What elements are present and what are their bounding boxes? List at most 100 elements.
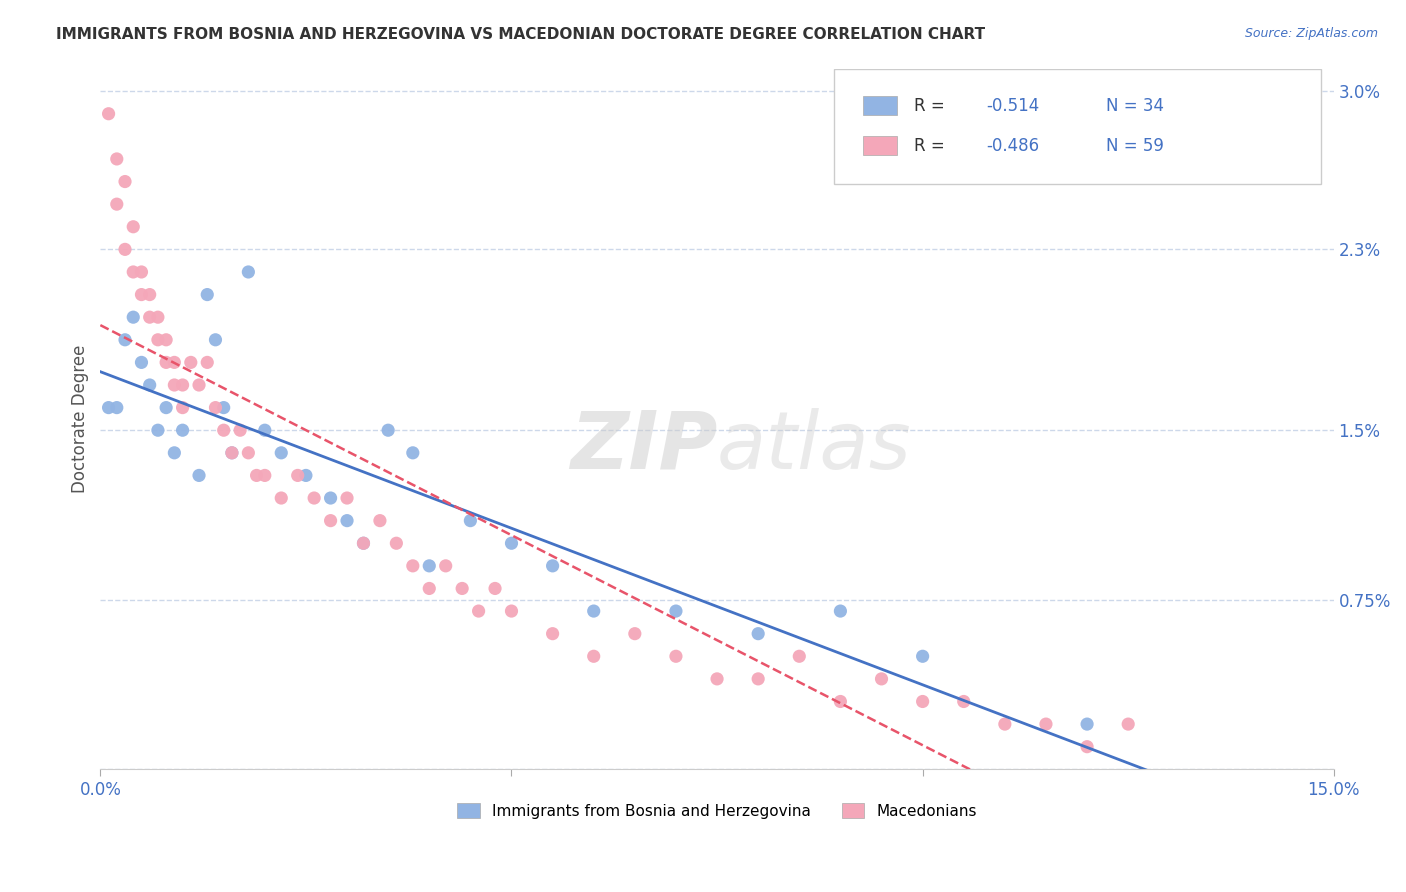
FancyBboxPatch shape xyxy=(863,136,897,155)
Point xyxy=(952,694,974,708)
Point xyxy=(238,265,260,279)
Point xyxy=(204,333,226,347)
Y-axis label: Doctorate Degree: Doctorate Degree xyxy=(72,344,89,493)
Text: -0.486: -0.486 xyxy=(986,136,1039,154)
Text: atlas: atlas xyxy=(717,408,912,486)
Point xyxy=(204,401,226,415)
Point xyxy=(131,287,153,301)
Point xyxy=(1076,717,1098,731)
Legend: Immigrants from Bosnia and Herzegovina, Macedonians: Immigrants from Bosnia and Herzegovina, … xyxy=(451,797,983,825)
Point xyxy=(163,355,186,369)
Point xyxy=(747,672,769,686)
Point xyxy=(911,694,934,708)
Point xyxy=(418,582,440,596)
Point xyxy=(1116,717,1139,731)
Point xyxy=(155,355,177,369)
Point xyxy=(97,401,120,415)
Point xyxy=(830,604,852,618)
Point xyxy=(105,197,128,211)
Point xyxy=(336,514,359,528)
Point xyxy=(188,378,211,392)
Point xyxy=(163,378,186,392)
Point xyxy=(830,694,852,708)
Point xyxy=(501,604,523,618)
Point xyxy=(501,536,523,550)
Point xyxy=(336,491,359,505)
Point xyxy=(221,446,243,460)
Point xyxy=(287,468,309,483)
Point xyxy=(138,378,160,392)
Point xyxy=(105,401,128,415)
Point xyxy=(131,355,153,369)
Point xyxy=(582,649,605,664)
FancyBboxPatch shape xyxy=(863,95,897,115)
Point xyxy=(122,310,145,325)
Point xyxy=(155,333,177,347)
Point xyxy=(138,310,160,325)
Point xyxy=(870,672,893,686)
Text: -0.514: -0.514 xyxy=(986,96,1039,115)
Point xyxy=(195,355,218,369)
Point xyxy=(122,265,145,279)
Point xyxy=(146,310,169,325)
Point xyxy=(253,423,276,437)
Point xyxy=(212,401,235,415)
Point xyxy=(122,219,145,234)
Point xyxy=(368,514,391,528)
Point xyxy=(541,626,564,640)
Point xyxy=(319,514,342,528)
Point xyxy=(434,558,457,573)
Point xyxy=(105,152,128,166)
Point xyxy=(418,558,440,573)
Point xyxy=(402,446,425,460)
Point xyxy=(1076,739,1098,754)
Point xyxy=(253,468,276,483)
Point xyxy=(665,604,688,618)
Point xyxy=(212,423,235,437)
Point xyxy=(1035,717,1057,731)
Point xyxy=(353,536,375,550)
Point xyxy=(319,491,342,505)
Point xyxy=(353,536,375,550)
Point xyxy=(706,672,728,686)
Point xyxy=(541,558,564,573)
Point xyxy=(172,401,194,415)
Point xyxy=(146,333,169,347)
Point xyxy=(270,446,292,460)
Point xyxy=(172,423,194,437)
Point xyxy=(467,604,489,618)
Point xyxy=(221,446,243,460)
Point xyxy=(172,378,194,392)
Text: R =: R = xyxy=(914,96,950,115)
Point xyxy=(402,558,425,573)
Text: R =: R = xyxy=(914,136,950,154)
Point xyxy=(377,423,399,437)
Point xyxy=(163,446,186,460)
Point xyxy=(582,604,605,618)
Point xyxy=(138,287,160,301)
Point xyxy=(131,265,153,279)
Text: N = 34: N = 34 xyxy=(1105,96,1164,115)
Point xyxy=(188,468,211,483)
Point xyxy=(302,491,325,505)
Point xyxy=(451,582,474,596)
Point xyxy=(114,175,136,189)
Point xyxy=(911,649,934,664)
Point xyxy=(114,243,136,257)
Point xyxy=(180,355,202,369)
Text: IMMIGRANTS FROM BOSNIA AND HERZEGOVINA VS MACEDONIAN DOCTORATE DEGREE CORRELATIO: IMMIGRANTS FROM BOSNIA AND HERZEGOVINA V… xyxy=(56,27,986,42)
Text: Source: ZipAtlas.com: Source: ZipAtlas.com xyxy=(1244,27,1378,40)
Text: N = 59: N = 59 xyxy=(1105,136,1163,154)
Point xyxy=(146,423,169,437)
Point xyxy=(238,446,260,460)
Point xyxy=(484,582,506,596)
Point xyxy=(624,626,647,640)
Point xyxy=(97,107,120,121)
Point xyxy=(245,468,267,483)
Point xyxy=(155,401,177,415)
Point xyxy=(994,717,1017,731)
Point xyxy=(295,468,318,483)
Point xyxy=(229,423,252,437)
Point xyxy=(747,626,769,640)
Point xyxy=(665,649,688,664)
